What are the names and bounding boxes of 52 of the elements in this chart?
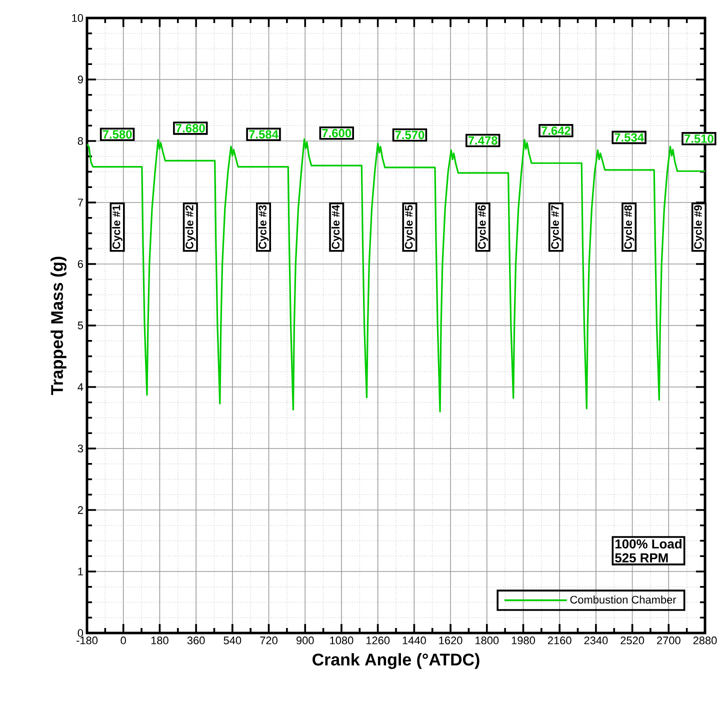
annotation: 7.584 [249, 130, 278, 139]
x-tick-label: 2880 [693, 636, 717, 644]
y-tick-label: 1 [78, 568, 83, 576]
annotation: Cycle #5 [404, 205, 415, 249]
x-tick-label: 2520 [620, 636, 644, 644]
annotation: 7.600 [322, 128, 352, 138]
annotation: Cycle #3 [258, 205, 269, 249]
annotation: Cycle #1 [112, 205, 122, 249]
annotation: 7.642 [542, 126, 570, 135]
x-tick-label: 2340 [584, 636, 608, 644]
annotation: 7.680 [176, 124, 205, 132]
y-axis-title: Trapped Mass (g) [50, 256, 66, 395]
x-tick-label: 0 [120, 636, 126, 644]
annotation: Cycle #2 [185, 205, 196, 249]
annotation: 7.580 [102, 130, 132, 139]
x-tick-label: 1440 [402, 636, 426, 644]
annotation: 7.478 [468, 136, 498, 145]
annotation: 525 RPM [615, 553, 668, 562]
x-tick-label: 1980 [512, 636, 535, 644]
annotation: 100% Load [615, 538, 682, 549]
annotation: Cycle #6 [478, 205, 488, 249]
text: Combustion Chamber [570, 596, 676, 604]
x-tick-label: 2160 [548, 636, 572, 644]
annotation: 7.570 [395, 130, 424, 140]
annotation: 7.534 [614, 133, 644, 142]
y-tick-label: 2 [78, 506, 83, 514]
y-tick-label: 8 [78, 137, 83, 145]
y-tick-label: 6 [78, 260, 83, 268]
x-tick-label: 360 [187, 636, 205, 644]
y-tick-label: 7 [78, 198, 83, 206]
annotation: Cycle #8 [624, 205, 634, 249]
annotation: Cycle #9 [694, 205, 704, 249]
annotation: Cycle #7 [550, 205, 562, 249]
x-tick-label: 180 [151, 636, 168, 644]
y-tick-label: 10 [72, 14, 84, 22]
x-tick-label: -180 [76, 636, 98, 644]
x-tick-label: 2700 [657, 636, 680, 644]
y-tick-label: 3 [78, 444, 83, 452]
x-tick-label: 900 [296, 636, 314, 644]
y-tick-label: 5 [78, 322, 84, 330]
x-tick-label: 1260 [366, 636, 390, 644]
y-tick-label: 9 [78, 76, 83, 84]
x-tick-label: 1080 [330, 636, 354, 644]
annotation: 7.510 [684, 134, 714, 143]
x-tick-label: 540 [224, 636, 242, 644]
x-axis-title: Crank Angle (°ATDC) [312, 653, 480, 669]
x-tick-label: 1620 [439, 636, 462, 644]
y-tick-label: 4 [78, 383, 84, 391]
annotation: Cycle #4 [332, 204, 342, 249]
x-tick-label: 720 [260, 636, 278, 644]
y-tick-label: 0 [78, 629, 84, 637]
x-tick-label: 1800 [476, 636, 499, 644]
